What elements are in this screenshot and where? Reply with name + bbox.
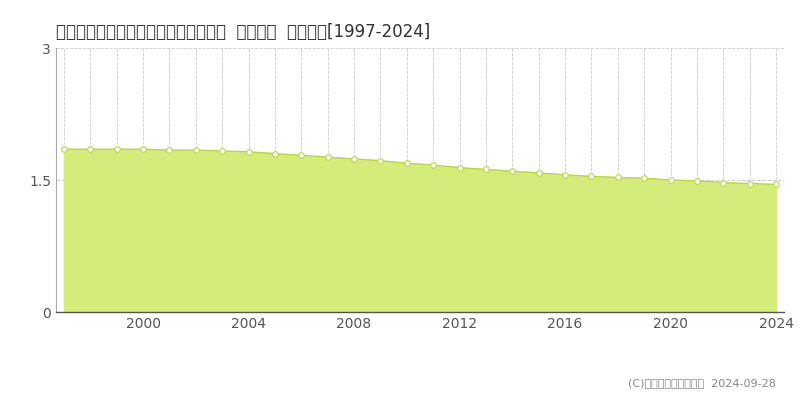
Point xyxy=(163,147,176,153)
Point xyxy=(453,164,466,171)
Point xyxy=(242,149,255,155)
Point xyxy=(532,170,545,176)
Text: (C)土地価格ドットコム  2024-09-28: (C)土地価格ドットコム 2024-09-28 xyxy=(628,378,776,388)
Point xyxy=(638,175,650,182)
Point xyxy=(190,147,202,153)
Point xyxy=(374,158,387,164)
Point xyxy=(58,146,70,152)
Point xyxy=(506,168,518,174)
Point xyxy=(770,181,782,188)
Point xyxy=(690,178,703,184)
Point xyxy=(585,173,598,180)
Point xyxy=(295,152,308,158)
Point xyxy=(216,148,229,154)
Point xyxy=(322,154,334,160)
Point xyxy=(611,174,624,180)
Point xyxy=(426,162,439,168)
Point xyxy=(84,146,97,152)
Point xyxy=(348,156,361,162)
Point xyxy=(269,150,282,157)
Point xyxy=(110,146,123,152)
Point xyxy=(401,160,414,166)
Point xyxy=(479,166,492,173)
Point xyxy=(664,177,677,183)
Point xyxy=(743,180,756,187)
Point xyxy=(137,146,150,152)
Point xyxy=(717,180,730,186)
Text: 北海道網走郡津別町字旭町７５番４５  基準地価  地価推移[1997-2024]: 北海道網走郡津別町字旭町７５番４５ 基準地価 地価推移[1997-2024] xyxy=(56,23,430,41)
Point xyxy=(558,172,571,178)
